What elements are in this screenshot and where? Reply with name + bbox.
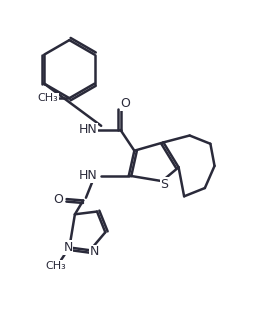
Text: CH₃: CH₃	[45, 261, 66, 271]
Text: O: O	[120, 97, 130, 110]
Text: HN: HN	[78, 123, 97, 136]
Text: N: N	[89, 245, 99, 258]
Text: CH₃: CH₃	[38, 93, 58, 103]
Text: S: S	[160, 178, 168, 191]
Text: HN: HN	[78, 169, 97, 182]
Text: N: N	[63, 241, 73, 254]
Text: O: O	[53, 193, 63, 206]
